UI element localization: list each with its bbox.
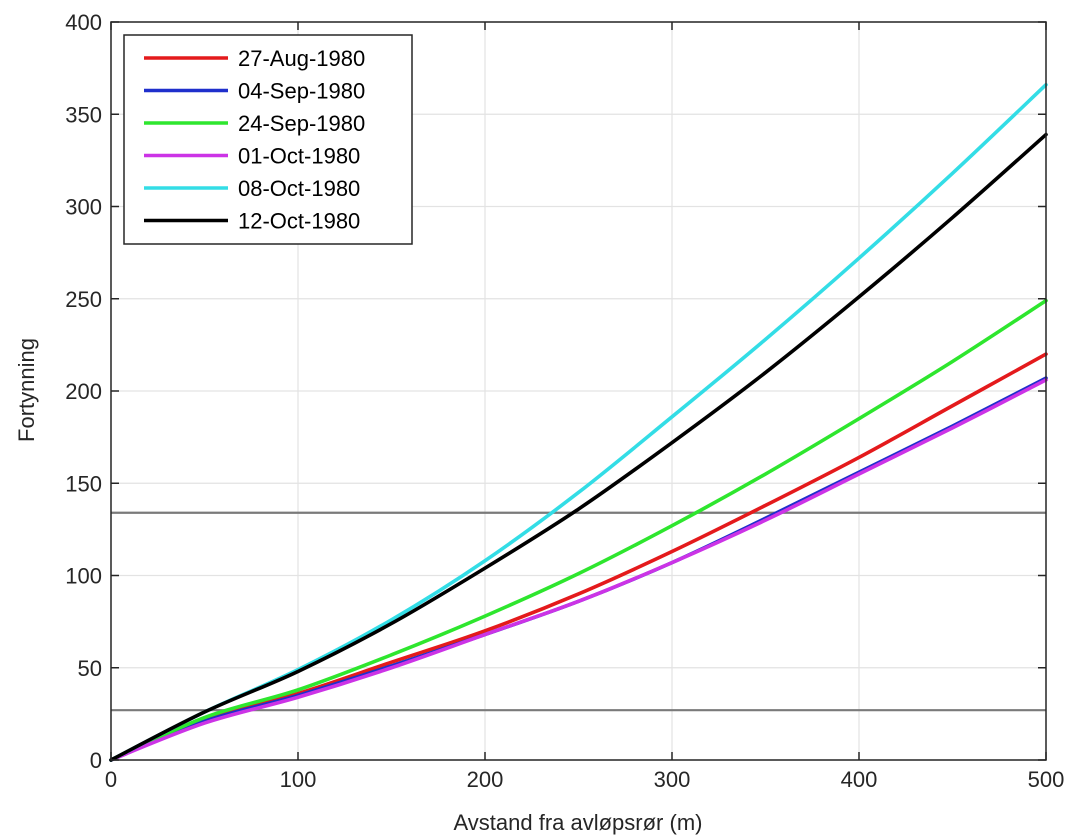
y-tick-label: 50 bbox=[78, 656, 102, 681]
y-tick-label: 400 bbox=[65, 10, 102, 35]
x-tick-label: 100 bbox=[280, 767, 317, 792]
series-line-01-oct-1980 bbox=[109, 378, 1048, 762]
y-tick-label: 350 bbox=[65, 102, 102, 127]
x-tick-label: 500 bbox=[1028, 767, 1065, 792]
y-tick-label: 150 bbox=[65, 471, 102, 496]
series-line-12-oct-1980 bbox=[109, 132, 1048, 762]
x-axis-tick-labels: 0 100 200 300 400 500 bbox=[105, 767, 1064, 792]
y-axis-label: Fortynning bbox=[14, 338, 39, 442]
legend-entry: 27-Aug-1980 bbox=[238, 46, 365, 71]
y-tick-label: 250 bbox=[65, 287, 102, 312]
x-axis-label: Avstand fra avløpsrør (m) bbox=[454, 810, 703, 835]
legend-entry: 24-Sep-1980 bbox=[238, 111, 365, 136]
x-tick-label: 200 bbox=[467, 767, 504, 792]
y-tick-label: 300 bbox=[65, 195, 102, 220]
legend-entry: 08-Oct-1980 bbox=[238, 176, 360, 201]
legend: 27-Aug-1980 04-Sep-1980 24-Sep-1980 01-Oct-… bbox=[123, 34, 413, 245]
x-tick-label: 0 bbox=[105, 767, 117, 792]
legend-entry: 04-Sep-1980 bbox=[238, 79, 365, 104]
y-tick-label: 100 bbox=[65, 564, 102, 589]
x-tick-label: 400 bbox=[841, 767, 878, 792]
y-tick-label: 200 bbox=[65, 379, 102, 404]
series-lines bbox=[109, 82, 1048, 762]
y-tick-label: 0 bbox=[90, 748, 102, 773]
legend-box bbox=[123, 34, 413, 245]
series-line-24-sep-1980 bbox=[109, 298, 1048, 762]
reference-lines bbox=[111, 511, 1046, 712]
x-tick-label: 300 bbox=[654, 767, 691, 792]
y-axis-tick-labels: 0 50 100 150 200 250 300 350 400 bbox=[65, 10, 102, 773]
legend-entry: 12-Oct-1980 bbox=[238, 209, 360, 234]
axes-frame bbox=[110, 21, 1047, 761]
legend-entry: 01-Oct-1980 bbox=[238, 144, 360, 169]
